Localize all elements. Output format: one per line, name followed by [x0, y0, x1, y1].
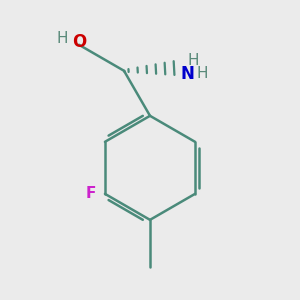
Text: H: H [188, 53, 199, 68]
Text: N: N [180, 65, 194, 83]
Text: O: O [72, 33, 86, 51]
Text: F: F [86, 186, 96, 201]
Text: H: H [196, 66, 208, 81]
Text: H: H [57, 31, 68, 46]
